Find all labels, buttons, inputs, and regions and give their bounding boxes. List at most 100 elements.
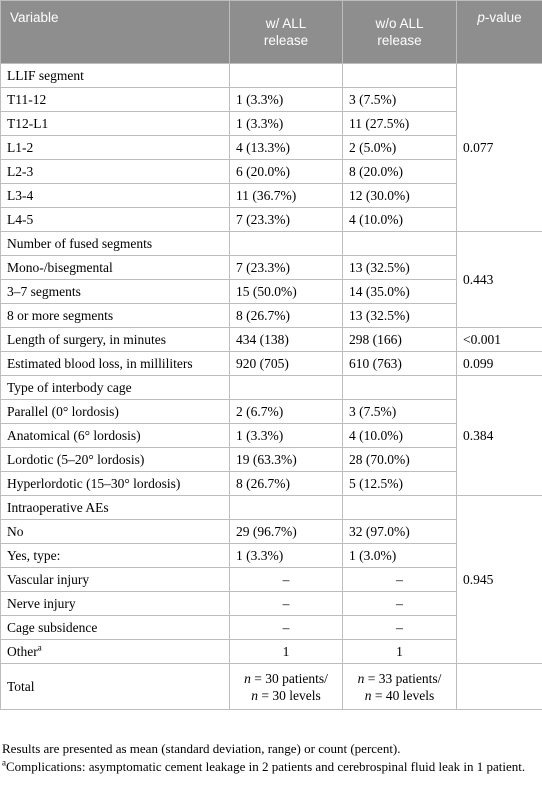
row-label: T12-L1: [0, 111, 230, 136]
without-all-cell: –: [342, 591, 457, 616]
empty-cell: [229, 375, 343, 400]
empty-cell: [456, 663, 542, 710]
header-with-all-line1: w/ ALL: [265, 16, 307, 31]
n-symbol: n: [251, 687, 258, 703]
table-row: Mono-/bisegmental 7 (23.3%) 13 (32.5%): [0, 255, 542, 280]
table-row: L1-2 4 (13.3%) 2 (5.0%): [0, 135, 542, 160]
with-all-cell: 1 (3.3%): [229, 87, 343, 112]
without-all-cell: 1 (3.0%): [342, 543, 457, 568]
total-with-all-cell: n = 30 patients/ n = 30 levels: [229, 663, 343, 710]
row-label: L4-5: [0, 207, 230, 232]
group-row-cage: Type of interbody cage 0.384: [0, 375, 542, 496]
without-all-cell: 3 (7.5%): [342, 399, 457, 424]
group-label: Type of interbody cage: [0, 375, 230, 400]
with-all-cell: 15 (50.0%): [229, 279, 343, 304]
table-row: Othera 1 1: [0, 639, 542, 664]
without-all-cell: –: [342, 567, 457, 592]
group-row-aes: Intraoperative AEs 0.945: [0, 495, 542, 664]
total-without-line1: n = 33 patients/: [349, 670, 450, 687]
with-all-cell: 7 (23.3%): [229, 255, 343, 280]
without-all-cell: 2 (5.0%): [342, 135, 457, 160]
without-all-cell: 28 (70.0%): [342, 447, 457, 472]
with-all-cell: 8 (26.7%): [229, 303, 343, 328]
with-all-cell: 7 (23.3%): [229, 207, 343, 232]
empty-cell: [229, 495, 343, 520]
row-label: Mono-/bisegmental: [0, 255, 230, 280]
row-label: 8 or more segments: [0, 303, 230, 328]
pvalue-cell: 0.443: [456, 231, 542, 328]
total-with-line2: n = 30 levels: [236, 687, 336, 704]
table-row: L4-5 7 (23.3%) 4 (10.0%): [0, 207, 542, 232]
total-without-line2: n = 40 levels: [349, 687, 450, 704]
without-all-cell: 14 (35.0%): [342, 279, 457, 304]
total-with-line1: n = 30 patients/: [236, 670, 336, 687]
empty-cell: [229, 231, 343, 256]
table-notes: Results are presented as mean (standard …: [2, 740, 540, 775]
empty-cell: [342, 495, 457, 520]
group-label: Intraoperative AEs: [0, 495, 230, 520]
with-all-cell: 1: [229, 639, 343, 664]
group-label: Number of fused segments: [0, 231, 230, 256]
empty-cell: [342, 375, 457, 400]
without-all-cell: 610 (763): [342, 351, 457, 376]
with-all-cell: –: [229, 591, 343, 616]
pvalue-cell: 0.945: [456, 495, 542, 664]
header-with-all-line2: release: [263, 33, 309, 48]
with-all-cell: 11 (36.7%): [229, 183, 343, 208]
row-label: L2-3: [0, 159, 230, 184]
pvalue-cell: 0.384: [456, 375, 542, 496]
header-pvalue: p-value: [456, 0, 542, 64]
with-all-cell: 4 (13.3%): [229, 135, 343, 160]
total-without-all-cell: n = 33 patients/ n = 40 levels: [342, 663, 457, 710]
table-row: Parallel (0° lordosis) 2 (6.7%) 3 (7.5%): [0, 399, 542, 424]
total-without-patients: = 33 patients/: [364, 670, 442, 686]
table-row: L2-3 6 (20.0%) 8 (20.0%): [0, 159, 542, 184]
row-label: 3–7 segments: [0, 279, 230, 304]
with-all-cell: 1 (3.3%): [229, 543, 343, 568]
table-row: T11-12 1 (3.3%) 3 (7.5%): [0, 87, 542, 112]
n-symbol: n: [357, 670, 365, 686]
header-without-all: w/o ALL release: [342, 0, 457, 64]
row-label: T11-12: [0, 87, 230, 112]
without-all-cell: 3 (7.5%): [342, 87, 457, 112]
other-label: Other: [7, 644, 38, 659]
row-label: L1-2: [0, 135, 230, 160]
without-all-cell: 13 (32.5%): [342, 303, 457, 328]
row-label: Hyperlordotic (15–30° lordosis): [0, 471, 230, 496]
with-all-cell: 920 (705): [229, 351, 343, 376]
total-with-levels: = 30 levels: [258, 687, 321, 703]
with-all-cell: 6 (20.0%): [229, 159, 343, 184]
row-label: Anatomical (6° lordosis): [0, 423, 230, 448]
table-row: Anatomical (6° lordosis) 1 (3.3%) 4 (10.…: [0, 423, 542, 448]
table-row: L3-4 11 (36.7%) 12 (30.0%): [0, 183, 542, 208]
row-label: Estimated blood loss, in milliliters: [0, 351, 230, 376]
pvalue-cell: 0.077: [456, 63, 542, 232]
table-row: Nerve injury – –: [0, 591, 542, 616]
total-with-patients: = 30 patients/: [250, 670, 328, 686]
with-all-cell: –: [229, 615, 343, 640]
row-label: No: [0, 519, 230, 544]
n-symbol: n: [244, 670, 251, 686]
header-row: Variable w/ ALL release w/o ALL release …: [0, 0, 542, 64]
table-row: 8 or more segments 8 (26.7%) 13 (32.5%): [0, 303, 542, 328]
header-pvalue-p: p: [477, 10, 485, 25]
empty-cell: [342, 63, 457, 88]
footnote-text: Complications: asymptomatic cement leaka…: [6, 758, 526, 774]
without-all-cell: 298 (166): [342, 327, 457, 352]
with-all-cell: 434 (138): [229, 327, 343, 352]
row-label: L3-4: [0, 183, 230, 208]
row-label: Cage subsidence: [0, 615, 230, 640]
with-all-cell: 1 (3.3%): [229, 111, 343, 136]
group-label: LLIF segment: [0, 63, 230, 88]
row-label: Vascular injury: [0, 567, 230, 592]
empty-cell: [229, 63, 343, 88]
pvalue-cell: 0.099: [456, 351, 542, 376]
without-all-cell: 4 (10.0%): [342, 207, 457, 232]
total-label: Total: [0, 663, 230, 710]
n-symbol: n: [364, 687, 372, 703]
header-without-all-line1: w/o ALL: [375, 16, 424, 31]
header-with-all: w/ ALL release: [229, 0, 343, 64]
pvalue-cell: <0.001: [456, 327, 542, 352]
without-all-cell: 13 (32.5%): [342, 255, 457, 280]
results-table: Variable w/ ALL release w/o ALL release …: [0, 0, 542, 710]
